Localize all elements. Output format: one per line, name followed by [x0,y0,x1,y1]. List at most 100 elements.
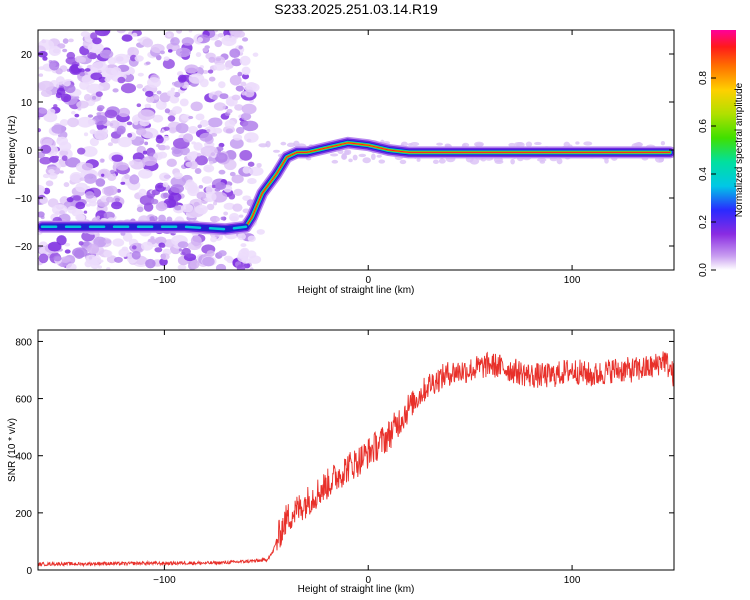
noise-blob [636,141,642,148]
noise-blob [115,162,129,171]
noise-blob [154,247,163,253]
noise-blob [358,153,367,158]
noise-blob [87,114,94,118]
noise-blob [224,34,230,39]
noise-blob [65,56,78,65]
noise-blob [256,229,265,235]
noise-blob [127,47,140,57]
noise-blob [194,167,202,175]
noise-blob [238,214,244,218]
noise-blob [74,95,80,100]
noise-blob [160,243,166,248]
noise-blob [139,118,150,127]
noise-blob [162,135,170,141]
noise-blob [133,120,139,126]
noise-blob [156,143,160,148]
noise-blob [213,62,226,71]
noise-blob [516,141,525,148]
noise-blob [134,55,144,62]
noise-blob [157,151,168,159]
y-tick-label: 400 [15,452,32,463]
noise-blob [210,152,216,156]
noise-blob [213,201,218,206]
noise-blob [144,141,149,146]
noise-blob [143,202,154,212]
noise-blob [220,216,225,221]
noise-blob [145,90,154,97]
noise-blob [242,166,251,174]
noise-blob [229,171,236,177]
noise-blob [190,235,202,247]
noise-blob [166,90,176,97]
noise-blob [84,68,91,72]
noise-blob [188,115,194,120]
noise-blob [77,147,86,155]
noise-blob [199,119,209,128]
noise-blob [213,102,226,111]
noise-blob [68,38,74,43]
noise-blob [236,264,246,270]
noise-blob [583,141,593,146]
y-tick-label: 0 [26,146,32,157]
noise-blob [38,184,46,195]
noise-blob [176,30,183,34]
x-tick-label: −100 [153,275,176,286]
noise-blob [181,247,191,256]
x-tick-label: 0 [365,575,371,586]
noise-blob [237,71,243,77]
y-tick-label: 20 [21,50,33,61]
noise-blob [71,110,76,115]
noise-blob [144,103,152,108]
noise-blob [177,74,187,83]
noise-blob [174,205,182,211]
noise-blob [203,164,215,173]
noise-blob [195,52,202,58]
noise-blob [150,236,155,240]
noise-blob [199,132,213,142]
noise-blob [226,98,235,107]
colorbar-tick-label: 0.8 [698,71,709,85]
noise-blob [85,185,91,190]
noise-blob [201,176,213,184]
noise-blob [66,197,74,203]
noise-blob [202,47,209,53]
colorbar-tick-label: 0.2 [698,215,709,229]
noise-blob [175,123,189,134]
noise-blob [239,150,253,161]
noise-blob [59,170,64,174]
noise-blob [190,101,203,112]
noise-blob [38,146,41,150]
noise-blob [197,124,203,129]
noise-blob [245,82,257,91]
noise-blob [89,129,97,135]
noise-blob [510,158,515,165]
noise-blob [352,154,358,161]
noise-blob [211,184,216,189]
noise-blob [206,250,215,257]
noise-blob [93,236,107,248]
noise-blob [156,90,162,95]
noise-blob [202,69,209,74]
noise-blob [139,140,144,145]
noise-blob [186,151,198,161]
noise-blob [198,185,204,189]
noise-blob [248,166,264,176]
noise-blob [111,201,123,210]
noise-blob [247,178,257,185]
noise-blob [125,72,131,76]
noise-blob [155,236,167,245]
noise-blob [575,141,580,145]
noise-blob [104,77,111,83]
noise-blob [75,182,88,193]
noise-blob [79,71,85,77]
noise-blob [65,263,77,270]
noise-blob [184,64,199,74]
noise-blob [43,112,58,123]
noise-blob [178,248,183,252]
noise-blob [244,132,259,143]
noise-blob [85,203,91,207]
noise-blob [105,196,114,203]
noise-blob [84,260,92,268]
noise-blob [175,47,191,58]
